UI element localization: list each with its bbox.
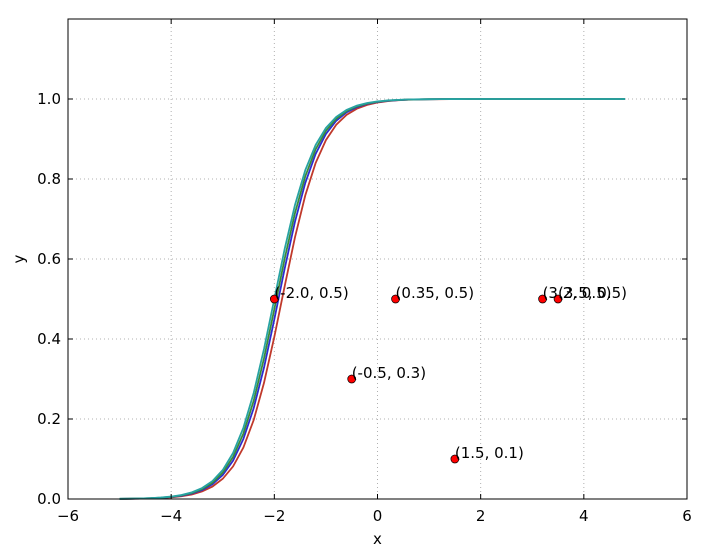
x-tick-label: 6 <box>682 507 692 525</box>
data-point <box>347 374 357 384</box>
x-tick-label: −2 <box>263 507 285 525</box>
y-axis-label: y <box>10 254 28 263</box>
ticks: −6 −4 −2 0 2 4 6 0.0 0.2 0.4 0.6 0.8 1.0 <box>37 19 692 525</box>
y-tick-label: 1.0 <box>37 90 61 108</box>
data-point <box>538 294 547 304</box>
point-annotation: (3.5, 0.5) <box>558 284 627 302</box>
point-annotation: (3.2, 0.5) <box>543 284 612 302</box>
logistic-curve-4 <box>119 98 626 500</box>
x-axis-label: x <box>373 530 382 548</box>
annotations: (-2.0, 0.5) (0.35, 0.5) (3.2, 0.5)(3.5, 0.… <box>274 284 627 462</box>
data-point <box>391 294 400 304</box>
y-tick-label: 0.8 <box>37 170 61 188</box>
y-tick-label: 0.0 <box>37 490 61 508</box>
data-point <box>269 294 279 304</box>
point-annotation: (-2.0, 0.5) <box>274 284 348 302</box>
y-tick-label: 0.2 <box>37 410 61 428</box>
y-tick-label: 0.6 <box>37 250 61 268</box>
data-point <box>553 294 563 304</box>
point-annotation: (-0.5, 0.3) <box>352 364 426 382</box>
curves <box>119 98 626 500</box>
grid <box>68 19 687 499</box>
point-annotation: (0.35, 0.5) <box>396 284 475 302</box>
x-tick-label: 0 <box>373 507 383 525</box>
x-tick-label: −4 <box>160 507 182 525</box>
point-annotation: (1.5, 0.1) <box>455 444 524 462</box>
x-tick-label: 4 <box>579 507 589 525</box>
x-tick-label: 2 <box>476 507 486 525</box>
y-tick-label: 0.4 <box>37 330 61 348</box>
data-point <box>450 454 460 464</box>
x-tick-label: −6 <box>57 507 79 525</box>
data-points <box>269 294 563 464</box>
